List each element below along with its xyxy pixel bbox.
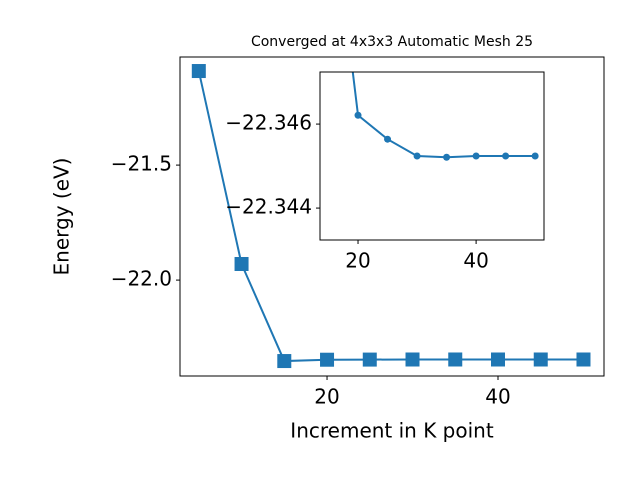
x-tick-label: 40	[485, 385, 510, 409]
plot-area	[351, 72, 539, 161]
marker	[491, 352, 505, 367]
marker	[472, 152, 480, 160]
marker	[354, 111, 362, 119]
x-axis-label: Increment in K point	[290, 419, 494, 443]
marker	[384, 135, 392, 143]
plot-area	[191, 64, 591, 369]
marker	[320, 352, 335, 367]
marker	[234, 256, 249, 271]
x-tick-label: 20	[314, 385, 339, 409]
marker	[362, 352, 377, 367]
y-tick-label: −21.5	[111, 152, 172, 176]
marker	[191, 64, 206, 79]
axes-frame	[319, 71, 545, 241]
marker	[448, 352, 463, 367]
y-tick-label: −22.344	[225, 195, 312, 219]
marker	[413, 152, 421, 160]
x-tick-label: 20	[345, 249, 370, 273]
marker	[533, 352, 548, 367]
marker	[576, 352, 591, 367]
axes-frame	[179, 56, 605, 377]
marker	[405, 352, 420, 367]
y-tick-label: −22.346	[225, 111, 312, 135]
x-tick-label: 40	[463, 249, 488, 273]
marker	[277, 354, 292, 369]
marker	[502, 152, 510, 160]
series-line	[351, 72, 536, 159]
chart-title: Converged at 4x3x3 Automatic Mesh 25	[251, 34, 533, 50]
y-tick-label: −22.0	[111, 267, 172, 291]
marker	[443, 153, 451, 161]
y-axis-label: Energy (eV)	[50, 158, 74, 276]
series-line	[197, 70, 584, 363]
marker	[531, 152, 539, 160]
